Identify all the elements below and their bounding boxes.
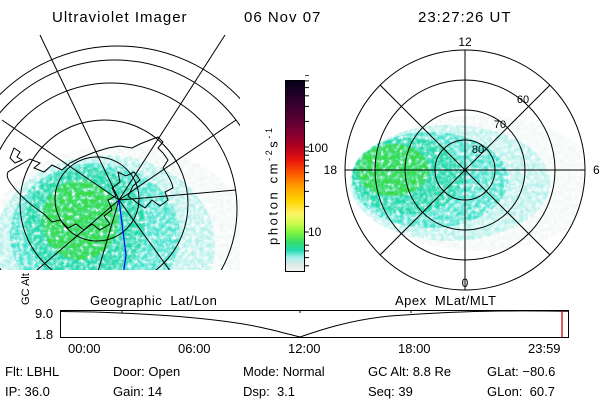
svg-text:80: 80: [472, 144, 484, 156]
svg-text:0: 0: [462, 276, 469, 290]
svg-text:6: 6: [593, 163, 600, 177]
svg-text:12: 12: [458, 35, 472, 49]
svg-text:70: 70: [494, 119, 506, 131]
svg-text:60: 60: [517, 94, 529, 106]
svg-text:18: 18: [324, 163, 338, 177]
